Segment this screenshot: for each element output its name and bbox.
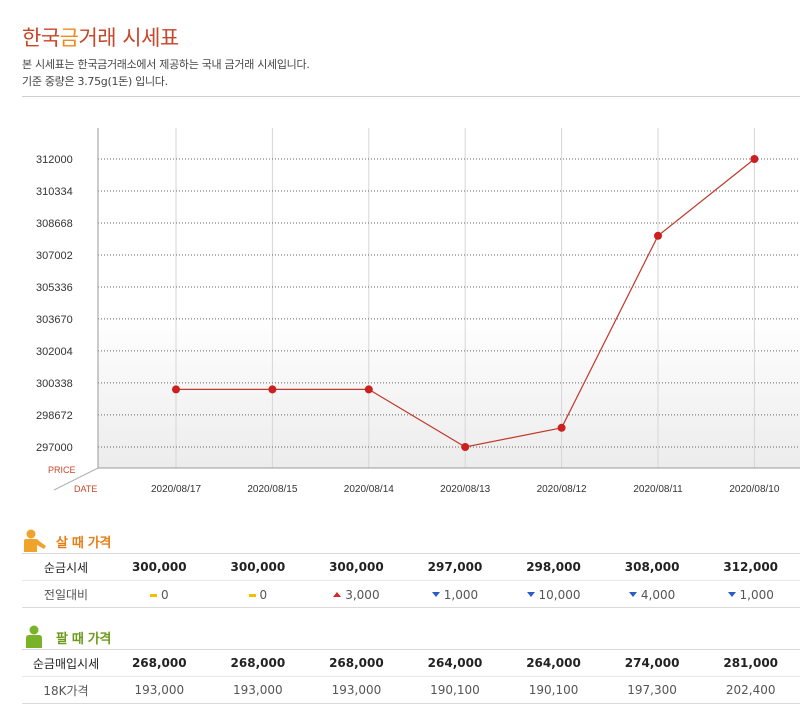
change-value: 0 — [160, 588, 169, 603]
y-axis-label: PRICE — [48, 465, 76, 475]
row-header-18k: 18K가격 — [22, 676, 110, 704]
data-point — [364, 385, 373, 394]
sell-heading-label: 팔 때 가격 — [56, 631, 112, 647]
change-value: 3,000 — [345, 587, 380, 602]
data-point — [750, 155, 759, 163]
sell-price-cell: 268,000 — [208, 649, 308, 677]
sell-price-cell: 274,000 — [602, 649, 702, 677]
change-indicator-icon — [628, 592, 637, 598]
row-header-daily-change: 전일대비 — [22, 580, 110, 608]
change-cell: 0 — [208, 580, 308, 608]
row-header-pure-gold-purchase: 순금매입시세 — [22, 649, 110, 677]
price-line-chart: 297000 298672 300338 302004 303670 305336 3070… — [36, 128, 800, 495]
price-18k-cell: 193,000 — [208, 676, 308, 704]
change-indicator-icon — [526, 592, 535, 598]
price-18k-cell: 193,000 — [110, 676, 209, 704]
x-tick-label: 2020/08/13 — [440, 484, 490, 495]
y-tick-label: 303670 — [36, 314, 73, 326]
header-divider — [22, 96, 800, 97]
y-tick-label: 297000 — [36, 442, 73, 454]
price-18k-cell: 190,100 — [405, 676, 505, 704]
change-cell: 10,000 — [504, 580, 603, 608]
person-icon — [26, 625, 42, 648]
sell-price-cell: 264,000 — [504, 649, 603, 677]
x-tick-label: 2020/08/17 — [151, 484, 201, 495]
price-18k-cell: 190,100 — [504, 676, 603, 704]
change-indicator-icon — [431, 592, 440, 598]
y-tick-label: 305336 — [36, 282, 73, 294]
buy-price-cell: 298,000 — [504, 553, 603, 581]
buy-price-cell: 308,000 — [602, 553, 702, 581]
buy-price-cell: 300,000 — [307, 553, 406, 581]
y-tick-label: 312000 — [36, 154, 73, 166]
change-indicator-icon — [149, 593, 157, 597]
data-point — [268, 385, 277, 394]
y-tick-label: 308668 — [36, 218, 73, 230]
y-tick-label: 298672 — [36, 410, 73, 422]
row-header-pure-gold: 순금시세 — [22, 553, 110, 581]
change-cell: 4,000 — [602, 580, 702, 608]
data-point — [461, 443, 470, 451]
change-cell: 1,000 — [701, 580, 800, 608]
sell-price-cell: 264,000 — [405, 649, 505, 677]
change-value: 4,000 — [640, 587, 676, 602]
data-point — [557, 423, 566, 432]
x-tick-label: 2020/08/11 — [633, 484, 683, 495]
sell-price-table: 순금매입시세 268,000 268,000 268,000 264,000 2… — [22, 649, 800, 704]
buy-price-cell: 300,000 — [110, 553, 209, 581]
axis-corner-divider — [53, 467, 99, 491]
data-point — [172, 385, 180, 394]
price-18k-cell: 202,400 — [701, 676, 800, 704]
title-part2: 거래 시세표 — [78, 26, 179, 50]
x-tick-label: 2020/08/15 — [247, 484, 297, 495]
page-title: 한국금거래 시세표 — [22, 22, 179, 52]
data-point — [654, 231, 662, 240]
title-part1: 한국 — [22, 26, 60, 50]
sell-price-cell: 268,000 — [110, 649, 209, 677]
person-icon — [24, 529, 46, 552]
buy-price-heading: 살 때 가격 — [22, 528, 111, 554]
buy-price-cell: 300,000 — [208, 553, 308, 581]
title-accent: 금 — [59, 26, 79, 50]
y-tick-label: 307002 — [36, 250, 73, 262]
table-row: 순금매입시세 268,000 268,000 268,000 264,000 2… — [22, 649, 800, 677]
change-value: 0 — [259, 588, 268, 603]
change-value: 1,000 — [443, 587, 479, 602]
sell-price-cell: 268,000 — [307, 649, 406, 677]
table-row: 순금시세 300,000 300,000 300,000 297,000 298… — [22, 553, 800, 581]
x-axis-label: DATE — [74, 484, 97, 494]
y-tick-label: 302004 — [36, 346, 73, 358]
sell-price-heading: 팔 때 가격 — [22, 624, 111, 650]
change-cell: 0 — [110, 580, 209, 608]
x-tick-label: 2020/08/14 — [344, 484, 394, 495]
change-cell: 3,000 — [307, 580, 406, 608]
table-row: 전일대비 0 0 3,000 1,000 10,000 4,000 1,000 — [22, 580, 800, 608]
change-cell: 1,000 — [405, 580, 505, 608]
y-tick-label: 310334 — [36, 186, 73, 198]
sell-price-cell: 281,000 — [701, 649, 800, 677]
change-value: 1,000 — [739, 587, 774, 602]
y-tick-label: 300338 — [36, 378, 73, 390]
price-18k-cell: 197,300 — [602, 676, 702, 704]
description-line-1: 본 시세표는 한국금거래소에서 제공하는 국내 금거래 시세입니다. — [22, 58, 310, 71]
change-indicator-icon — [727, 592, 736, 598]
buy-heading-label: 살 때 가격 — [56, 535, 112, 551]
buy-price-cell: 297,000 — [405, 553, 505, 581]
change-value: 10,000 — [538, 587, 581, 602]
table-row: 18K가격 193,000 193,000 193,000 190,100 19… — [22, 676, 800, 704]
plot-background — [98, 128, 800, 468]
buy-price-cell: 312,000 — [701, 553, 800, 581]
price-18k-cell: 193,000 — [307, 676, 406, 704]
change-indicator-icon — [248, 593, 256, 597]
change-indicator-icon — [333, 592, 342, 598]
x-tick-label: 2020/08/10 — [729, 484, 779, 495]
x-tick-label: 2020/08/12 — [537, 484, 587, 495]
buy-price-table: 순금시세 300,000 300,000 300,000 297,000 298… — [22, 553, 800, 608]
description-line-2: 기준 중량은 3.75g(1돈) 입니다. — [22, 75, 168, 88]
